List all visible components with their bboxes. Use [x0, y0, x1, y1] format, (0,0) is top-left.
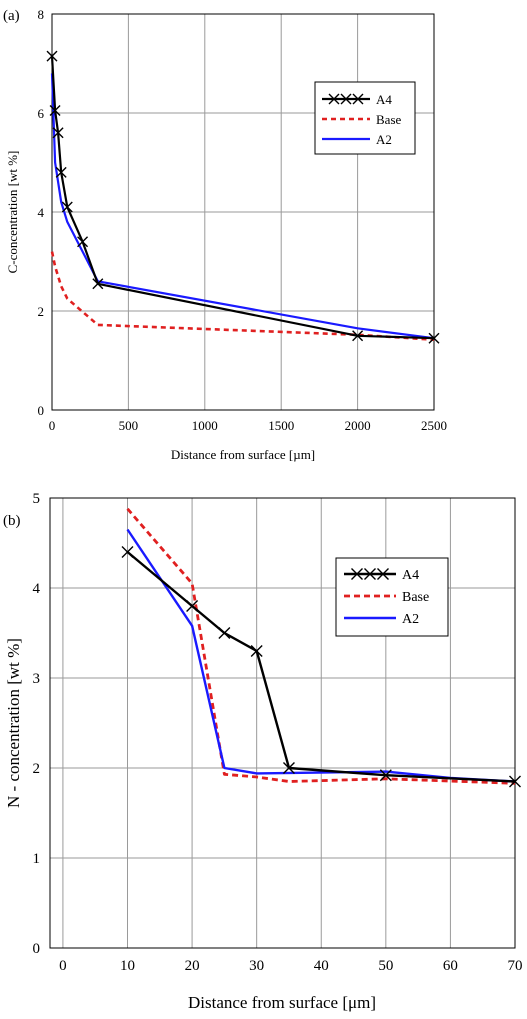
x-tick-label: 10	[120, 958, 135, 974]
legend-marker	[364, 568, 376, 580]
y-ticks-a: 0 2 4 6 8	[38, 7, 45, 418]
data-point-marker	[46, 50, 58, 62]
x-tick-label: 0	[59, 958, 67, 974]
data-point-marker	[218, 627, 231, 639]
data-point-marker	[121, 546, 134, 558]
series-line-a2	[50, 73, 435, 340]
data-point-marker	[379, 769, 392, 782]
x-tick-label: 0	[49, 418, 56, 433]
data-point-marker	[250, 645, 263, 657]
y-axis-label-b: N - concentration [wt %]	[4, 638, 23, 808]
data-point-marker	[55, 166, 67, 178]
y-tick-label: 3	[33, 671, 41, 687]
series-b	[121, 507, 521, 788]
y-tick-label: 5	[33, 491, 41, 507]
x-tick-label: 2500	[421, 418, 447, 433]
y-ticks-b: 0 1 2 3 4 5	[33, 491, 41, 957]
panel-label-b: (b)	[3, 513, 21, 529]
y-tick-label: 4	[33, 581, 41, 597]
data-point-marker	[509, 775, 521, 788]
legend-label-a4: A4	[376, 92, 392, 107]
x-ticks-a: 0 500 1000 1500 2000 2500	[49, 418, 447, 433]
legend-label-a2: A2	[402, 612, 419, 627]
y-tick-label: 0	[33, 941, 41, 957]
plot-frame-b	[49, 497, 516, 949]
y-tick-label: 2	[33, 761, 41, 777]
y-tick-label: 2	[38, 304, 45, 319]
chart-b: (b) 0 10 20 30 40 50 60 70 0 1 2 3 4 5 Distance from…	[3, 491, 523, 1012]
data-point-marker	[92, 278, 104, 290]
series-line-base	[50, 251, 435, 341]
series-line-base	[126, 507, 516, 785]
legend-label-base: Base	[376, 112, 402, 127]
y-tick-label: 1	[33, 851, 41, 867]
legend-marker	[340, 93, 352, 105]
y-tick-label: 8	[38, 7, 45, 22]
legend-marker	[352, 93, 364, 105]
plot-frame-a	[51, 13, 435, 411]
data-point-marker	[352, 330, 364, 342]
x-tick-label: 70	[508, 958, 523, 974]
legend-marker	[328, 93, 340, 105]
x-tick-label: 60	[443, 958, 458, 974]
x-tick-label: 50	[378, 958, 393, 974]
legend-marker	[377, 568, 389, 580]
x-tick-label: 1000	[192, 418, 218, 433]
data-point-marker	[61, 201, 73, 213]
x-tick-label: 30	[249, 958, 264, 974]
x-tick-label: 1500	[268, 418, 294, 433]
data-point-marker	[49, 105, 61, 117]
data-point-marker	[428, 332, 440, 344]
x-tick-label: 20	[185, 958, 200, 974]
data-point-marker	[52, 127, 64, 139]
legend-a: A4 Base A2	[314, 81, 416, 155]
y-tick-label: 6	[38, 106, 45, 121]
legend-b: A4 Base A2	[335, 557, 449, 637]
x-tick-label: 500	[119, 418, 139, 433]
x-axis-label-b: Distance from surface [μm]	[188, 993, 376, 1012]
x-axis-label-a: Distance from surface [µm]	[171, 447, 315, 462]
y-tick-label: 0	[38, 403, 45, 418]
data-point-marker	[282, 762, 295, 774]
data-point-marker	[186, 600, 199, 612]
chart-a: (a) 0 500 1000 1500 2000 2500 0 2 4 6 8 Distance …	[3, 7, 447, 462]
legend-label-base: Base	[402, 590, 429, 605]
x-ticks-b: 0 10 20 30 40 50 60 70	[59, 958, 522, 974]
series-a	[46, 50, 440, 344]
legend-label-a4: A4	[402, 568, 419, 583]
y-axis-label-a: C-concentration [wt %]	[5, 151, 20, 274]
y-tick-label: 4	[38, 205, 45, 220]
panel-label-a: (a)	[3, 8, 20, 24]
x-tick-label: 2000	[345, 418, 371, 433]
x-tick-label: 40	[314, 958, 329, 974]
grid-a	[52, 14, 434, 410]
data-point-marker	[77, 236, 89, 248]
legend-marker	[351, 568, 363, 580]
legend-label-a2: A2	[376, 132, 392, 147]
